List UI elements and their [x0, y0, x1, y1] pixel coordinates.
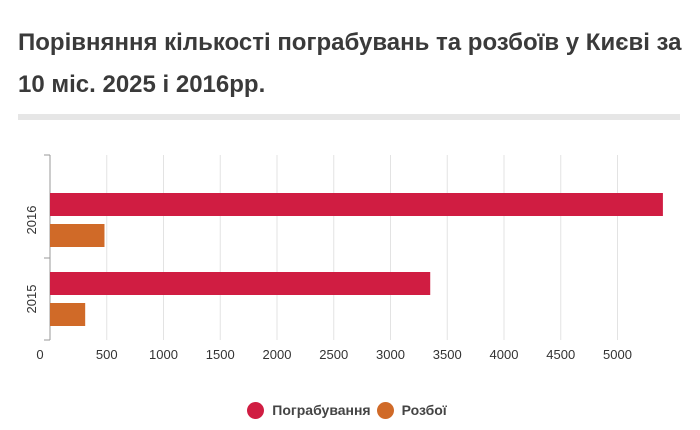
gridlines — [106, 155, 618, 340]
bar — [50, 303, 86, 326]
legend-marker-assault — [376, 401, 394, 419]
x-tick-label: 0 — [36, 347, 43, 362]
x-tick-label: 2500 — [319, 347, 348, 362]
legend-item-robbery[interactable]: Пограбування — [247, 401, 371, 419]
x-tick-label: 500 — [96, 347, 118, 362]
x-tick-label: 1000 — [149, 347, 178, 362]
legend-marker-robbery — [247, 401, 265, 419]
x-tick-label: 3000 — [376, 347, 405, 362]
legend: Пограбування Розбої — [0, 400, 700, 420]
title-divider — [18, 114, 680, 120]
x-tick-label: 4500 — [546, 347, 575, 362]
y-category-label: 2015 — [24, 285, 39, 314]
x-tick-label: 3500 — [433, 347, 462, 362]
bar — [50, 272, 431, 295]
x-tick-label: 4000 — [490, 347, 519, 362]
bar — [50, 224, 105, 247]
y-category-label: 2016 — [24, 206, 39, 235]
tick-labels: 0 500 1000 1500 2000 2500 3000 3500 4000 4500 5000… — [24, 206, 632, 362]
x-tick-label: 5000 — [603, 347, 632, 362]
axes — [44, 154, 51, 341]
chart-title: Порівняння кількості пограбувань та розб… — [18, 29, 682, 98]
bar — [50, 193, 663, 216]
legend-item-assault[interactable]: Розбої — [376, 401, 447, 419]
bars — [50, 193, 663, 326]
x-tick-label: 1500 — [206, 347, 235, 362]
legend-label-assault: Розбої — [401, 402, 447, 418]
bar-chart: 0 500 1000 1500 2000 2500 3000 3500 4000 4500 5000… — [24, 154, 663, 362]
legend-label-robbery: Пограбування — [272, 402, 371, 418]
x-tick-label: 2000 — [263, 347, 292, 362]
